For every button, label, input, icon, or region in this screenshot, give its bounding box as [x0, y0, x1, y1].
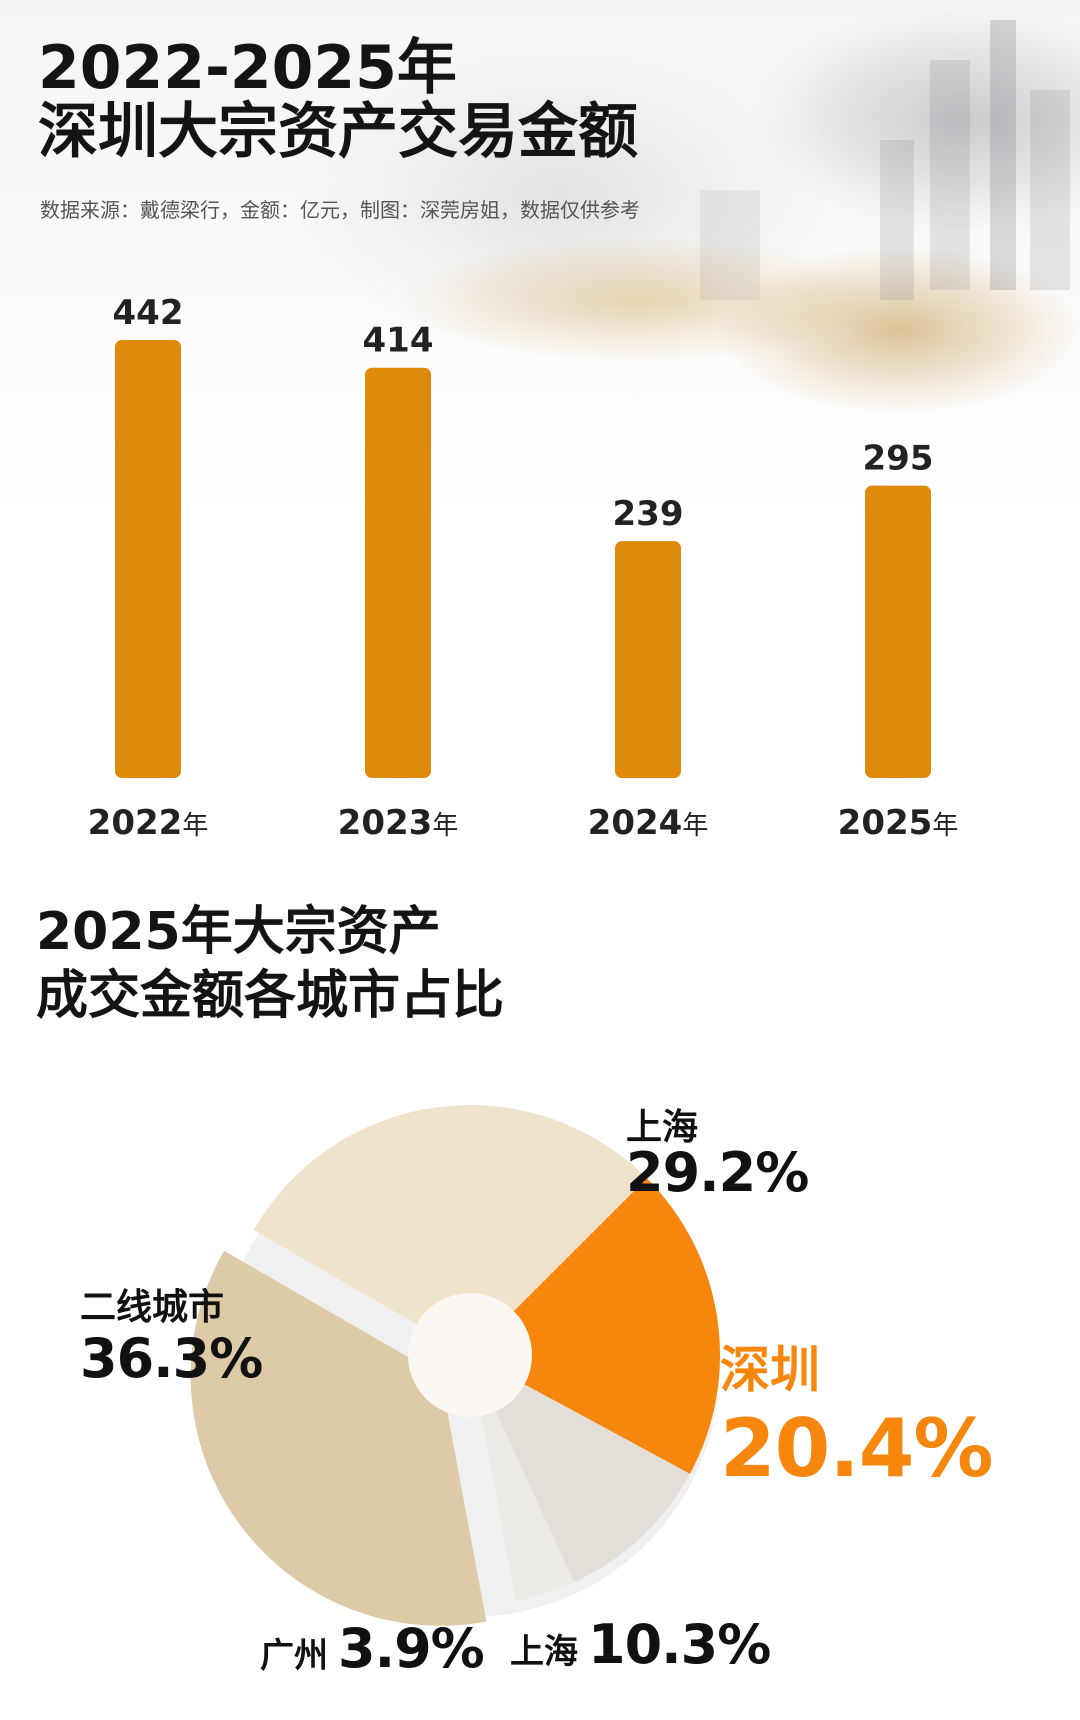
- bar-2022: [115, 340, 181, 778]
- x-tick-label: 2023年: [338, 803, 459, 843]
- skyline-tower: [1030, 90, 1070, 290]
- pie-label-guangzhou: 广州 3.9%: [260, 1617, 485, 1680]
- data-source-note: 数据来源：戴德梁行，金额：亿元，制图：深莞房姐，数据仅供参考: [40, 198, 640, 222]
- pie-title-line-2: 成交金额各城市占比: [36, 966, 505, 1026]
- pie-label-shanghai-large: 上海 29.2%: [626, 1107, 809, 1204]
- pie-slice-shanghai-large: [253, 1105, 647, 1355]
- pie-label-value: 10.3%: [588, 1613, 771, 1676]
- pie-slice-shenzhen: [470, 1178, 720, 1474]
- pie-slice-shanghai-small: [470, 1355, 690, 1583]
- pie-label-name: 深圳: [720, 1341, 820, 1399]
- pie-label-name: 上海: [626, 1107, 699, 1148]
- pie-label-name: 二线城市: [80, 1287, 225, 1328]
- pie-label-value: 29.2%: [626, 1141, 809, 1204]
- x-tick-label: 2024年: [588, 803, 709, 843]
- pie-slice-guangzhou: [470, 1355, 574, 1601]
- x-tick-label: 2022年: [88, 803, 209, 843]
- pie-chart-title: 2025年大宗资产 成交金额各城市占比: [36, 900, 504, 1028]
- pie-label-second-tier: 二线城市 36.3%: [80, 1287, 263, 1390]
- pie-center-dot: [408, 1293, 532, 1417]
- skyline-tower: [700, 190, 760, 300]
- bar-value-label: 442: [113, 293, 184, 333]
- page-title: 2022-2025年 深圳大宗资产交易金额: [38, 36, 638, 164]
- bar-2024: [615, 541, 681, 778]
- pie-slice-second-tier: [190, 1250, 487, 1626]
- skyline-tower: [880, 140, 914, 300]
- bar-value-label: 414: [363, 321, 434, 361]
- skyline-tower: [990, 20, 1016, 290]
- pie-label-value: 20.4%: [720, 1402, 994, 1495]
- bar-2023: [365, 367, 431, 778]
- title-line-2: 深圳大宗资产交易金额: [38, 97, 638, 167]
- bar-value-label: 239: [613, 494, 684, 534]
- pie-label-value: 36.3%: [80, 1327, 263, 1390]
- pie-label-name: 广州: [260, 1636, 328, 1676]
- bar-chart: 442 2022年 414 2023年 239 2024年 295 2025年: [88, 293, 959, 843]
- x-tick-label: 2025年: [838, 803, 959, 843]
- pie-label-name: 上海: [510, 1632, 578, 1672]
- title-line-1: 2022-2025年: [38, 33, 457, 103]
- pie-title-line-1: 2025年大宗资产: [36, 902, 441, 962]
- bar-2025: [865, 485, 931, 778]
- skyline-tower: [930, 60, 970, 290]
- bar-value-label: 295: [863, 439, 934, 479]
- pie-label-value: 3.9%: [338, 1617, 485, 1680]
- pie-label-shanghai-small: 上海 10.3%: [510, 1613, 771, 1676]
- pie-label-shenzhen: 深圳 20.4%: [720, 1341, 994, 1495]
